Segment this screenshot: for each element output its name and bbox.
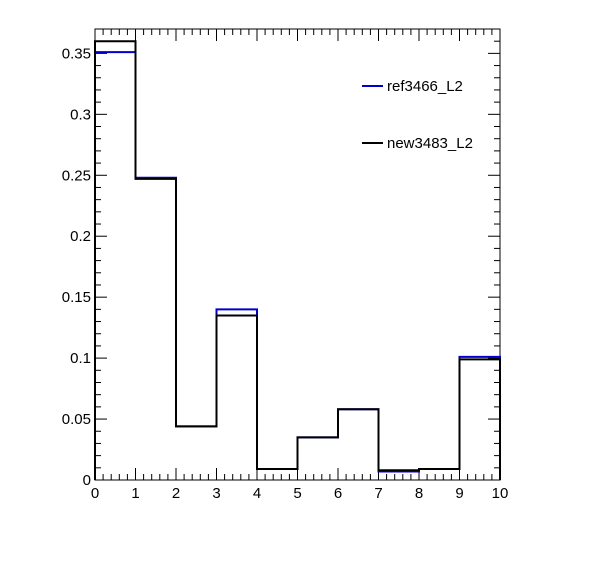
x-tick-label: 8 <box>415 485 423 502</box>
series-layer <box>94 40 501 480</box>
y-tick-label: 0.1 <box>70 350 91 367</box>
plot-frame <box>94 28 501 481</box>
x-tick-label: 9 <box>455 485 463 502</box>
x-tick-label: 4 <box>253 485 261 502</box>
y-tick-label: 0.35 <box>62 45 91 62</box>
y-tick-label: 0.25 <box>62 167 91 184</box>
y-tick-label: 0.05 <box>62 411 91 428</box>
x-tick-label: 10 <box>492 485 509 502</box>
y-tick-labels: 0 0.05 0.1 0.15 0.2 0.25 0.3 0.35 <box>62 45 91 489</box>
y-tick-label: 0.3 <box>70 106 91 123</box>
x-tick-labels: 0 1 2 3 4 5 6 7 8 9 10 <box>91 485 509 502</box>
x-tick-label: 0 <box>91 485 99 502</box>
x-tick-label: 2 <box>172 485 180 502</box>
y-tick-label: 0 <box>83 472 91 489</box>
minor-ticks <box>95 28 500 480</box>
y-tick-label: 0.15 <box>62 289 91 306</box>
x-tick-label: 1 <box>131 485 139 502</box>
x-tick-label: 5 <box>293 485 301 502</box>
legend: ref3466_L2 new3483_L2 <box>362 78 473 152</box>
x-tick-label: 3 <box>212 485 220 502</box>
x-tick-label: 7 <box>374 485 382 502</box>
legend-label-ref3466_L2: ref3466_L2 <box>387 78 463 95</box>
x-tick-label: 6 <box>334 485 342 502</box>
legend-label-new3483_L2: new3483_L2 <box>387 135 473 152</box>
series-new3483_L2-line <box>94 40 501 480</box>
y-tick-label: 0.2 <box>70 228 91 245</box>
